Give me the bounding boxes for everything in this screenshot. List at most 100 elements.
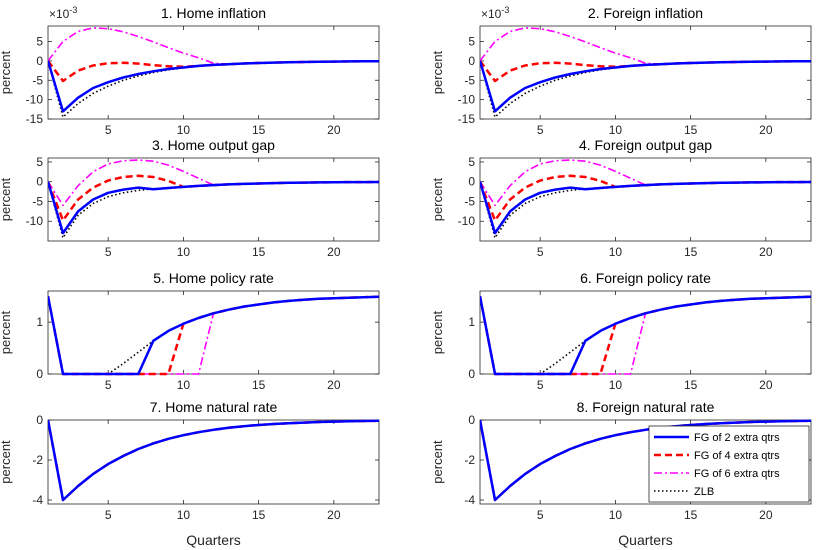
x-tick-label: 20	[759, 508, 773, 522]
x-tick-label: 5	[105, 508, 112, 522]
x-tick-label: 5	[537, 123, 544, 137]
y-tick-label: 5	[36, 155, 43, 169]
x-tick-label: 5	[105, 123, 112, 137]
y-tick-label: 0	[36, 175, 43, 189]
y-tick-label: 0	[468, 367, 475, 381]
panel-2: 5 10 15 20 -15 -10 -5 0 5 2. Foreign inflation per…	[430, 5, 812, 137]
y-multiplier: ×10-3	[481, 5, 509, 21]
x-tick-label: 10	[609, 508, 623, 522]
y-axis-label: percent	[430, 310, 445, 354]
series-line-1	[480, 180, 811, 235]
panel-4: 5 10 15 20 -10 -5 0 5 4. Foreign output gap perce…	[430, 137, 812, 259]
x-tick-label: 15	[252, 123, 266, 137]
x-tick-label: 15	[684, 245, 698, 259]
y-tick-label: 0	[36, 367, 43, 381]
x-tick-label: 10	[177, 508, 191, 522]
y-axis-label: percent	[0, 50, 13, 94]
axes-box	[47, 157, 380, 242]
multiplier-exponent: -3	[69, 5, 77, 15]
x-tick-label: 10	[177, 378, 191, 392]
x-tick-label: 15	[252, 245, 266, 259]
y-tick-label: -10	[26, 93, 44, 107]
y-tick-label: 1	[468, 315, 475, 329]
y-axis-label: percent	[0, 177, 13, 221]
y-tick-label: 5	[36, 35, 43, 49]
y-tick-label: 5	[468, 35, 475, 49]
y-tick-label: -5	[464, 73, 475, 87]
x-tick-label: 10	[609, 378, 623, 392]
series-line-1	[48, 295, 379, 376]
y-tick-label: -15	[26, 112, 44, 126]
panel-title: 1. Home inflation	[161, 5, 266, 21]
series-line-1	[48, 419, 379, 502]
y-axis-label: percent	[430, 177, 445, 221]
y-multiplier: ×10-3	[49, 5, 77, 21]
x-tick-label: 10	[177, 123, 191, 137]
panel-6: 5 10 15 20 0 1 6. Foreign policy rate percent	[430, 270, 812, 392]
x-tick-label: 10	[609, 123, 623, 137]
axes-box	[479, 290, 812, 375]
y-tick-label: 0	[36, 54, 43, 68]
x-tick-label: 5	[537, 508, 544, 522]
y-tick-label: 0	[36, 413, 43, 427]
y-axis-label: percent	[430, 50, 445, 94]
x-tick-label: 5	[537, 378, 544, 392]
panel-3: 5 10 15 20 -10 -5 0 5 3. Home output gap percent	[0, 137, 380, 259]
x-tick-label: 15	[684, 378, 698, 392]
y-tick-label: -2	[464, 453, 475, 467]
legend: FG of 2 extra qtrs FG of 4 extra qtrs FG o…	[648, 425, 810, 503]
y-tick-label: -10	[26, 214, 44, 228]
series-line-1	[48, 59, 379, 113]
y-tick-label: -5	[32, 73, 43, 87]
x-tick-label: 5	[537, 245, 544, 259]
y-tick-label: -4	[464, 493, 475, 507]
axes-box	[479, 25, 812, 120]
legend-label: FG of 4 extra qtrs	[694, 450, 780, 462]
axes-box	[47, 25, 380, 120]
x-axis-label: Quarters	[186, 532, 240, 548]
y-tick-label: -5	[464, 194, 475, 208]
axes-box	[479, 157, 812, 242]
x-tick-label: 15	[684, 508, 698, 522]
x-tick-label: 20	[759, 378, 773, 392]
x-tick-label: 20	[327, 123, 341, 137]
x-tick-label: 15	[252, 378, 266, 392]
legend-label: FG of 6 extra qtrs	[694, 468, 780, 480]
y-tick-label: -10	[458, 93, 476, 107]
y-tick-label: 1	[36, 315, 43, 329]
x-tick-label: 20	[327, 508, 341, 522]
panel-title: 6. Foreign policy rate	[580, 270, 711, 286]
y-tick-label: 5	[468, 155, 475, 169]
panel-title: 3. Home output gap	[152, 137, 275, 153]
legend-label: ZLB	[694, 486, 714, 498]
x-tick-label: 5	[105, 245, 112, 259]
y-tick-label: -4	[32, 493, 43, 507]
panel-7: 5 10 15 20 -4 -2 0 7. Home natural rate percent Q…	[0, 399, 380, 548]
y-axis-label: percent	[430, 440, 445, 484]
y-tick-label: -2	[32, 453, 43, 467]
y-tick-label: 0	[468, 175, 475, 189]
y-tick-label: 0	[468, 54, 475, 68]
x-tick-label: 20	[327, 378, 341, 392]
panel-title: 8. Foreign natural rate	[577, 399, 715, 415]
panel-title: 5. Home policy rate	[153, 270, 274, 286]
x-tick-label: 15	[684, 123, 698, 137]
axes-box	[47, 290, 380, 375]
axes-box	[47, 419, 380, 505]
x-tick-label: 5	[105, 378, 112, 392]
multiplier-base: ×10	[49, 7, 70, 21]
x-tick-label: 10	[609, 245, 623, 259]
multiplier-base: ×10	[481, 7, 502, 21]
legend-label: FG of 2 extra qtrs	[694, 432, 780, 444]
panel-5: 5 10 15 20 0 1 5. Home policy rate percent	[0, 270, 380, 392]
series-line-1	[48, 180, 379, 235]
panel-8: 5 10 15 20 -4 -2 0 8. Foreign natural rate perce…	[430, 399, 812, 548]
panel-1: 5 10 15 20 -15 -10 -5 0 5 1. Home inflation percen…	[0, 5, 380, 137]
panel-title: 2. Foreign inflation	[588, 5, 703, 21]
x-axis-label: Quarters	[618, 532, 672, 548]
y-axis-label: percent	[0, 440, 13, 484]
x-tick-label: 20	[327, 245, 341, 259]
series-line-1	[480, 419, 811, 502]
x-tick-label: 20	[759, 245, 773, 259]
legend-box	[648, 425, 810, 503]
